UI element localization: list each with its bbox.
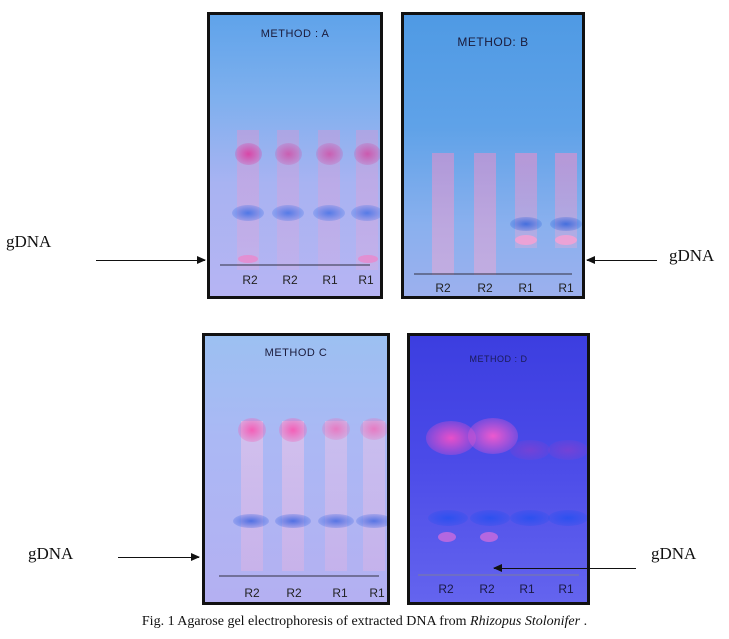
gdna-band <box>480 532 498 542</box>
lane-smear <box>555 153 577 248</box>
lane-smear <box>363 421 385 571</box>
blue-band <box>313 205 345 221</box>
caption-prefix: Fig. 1 Agarose gel electrophoresis of ex… <box>141 614 471 629</box>
pink-band <box>275 143 302 165</box>
pink-band <box>468 418 518 454</box>
lane-smear <box>432 153 454 275</box>
gdna-label-d: gDNA <box>651 544 697 563</box>
caption-suffix: . <box>580 614 588 629</box>
well-line <box>414 273 572 275</box>
figure-caption: Fig. 1 Agarose gel electrophoresis of ex… <box>0 614 729 630</box>
gdna-band <box>358 255 378 263</box>
blue-band <box>428 510 468 526</box>
well-line <box>220 264 370 266</box>
blue-band <box>233 514 269 528</box>
pink-band <box>238 418 266 442</box>
lane-label: R1 <box>322 273 338 287</box>
purple-band <box>510 440 550 460</box>
pink-band <box>322 418 350 440</box>
gel-method-c: METHOD C R2 R2 R1 R1 <box>202 333 390 605</box>
lane-smear <box>237 130 259 270</box>
blue-band <box>550 217 582 231</box>
arrow-to-gel-a <box>96 256 206 264</box>
blue-band <box>318 514 354 528</box>
pink-band <box>360 418 387 440</box>
blue-band <box>272 205 304 221</box>
purple-band <box>548 440 587 460</box>
lane-label: R1 <box>558 582 574 596</box>
pink-band <box>235 143 262 165</box>
arrow-to-gel-d <box>493 564 636 572</box>
lane-smear <box>277 130 299 270</box>
lane-label: R1 <box>332 586 348 600</box>
gel-title: METHOD: B <box>457 35 529 49</box>
blue-band <box>351 205 380 221</box>
well-line <box>418 574 579 576</box>
lane-label: R2 <box>244 586 260 600</box>
lane-label: R1 <box>358 273 374 287</box>
gel-title: METHOD : A <box>260 28 330 40</box>
blue-band <box>548 510 587 526</box>
blue-band <box>470 510 510 526</box>
blue-band <box>275 514 311 528</box>
gdna-band <box>515 235 537 245</box>
lane-smear <box>325 421 347 571</box>
arrow-to-gel-c <box>118 553 200 561</box>
blue-band <box>232 205 264 221</box>
gdna-band <box>438 532 456 542</box>
lane-label: R1 <box>518 281 534 295</box>
lane-label: R2 <box>286 586 302 600</box>
pink-band <box>279 418 307 442</box>
lane-smear <box>241 421 263 571</box>
lane-label: R2 <box>477 281 493 295</box>
caption-organism: Rhizopus Stolonifer <box>470 614 581 629</box>
gel-title: METHOD : D <box>469 354 528 364</box>
lane-label: R1 <box>519 582 535 596</box>
gdna-label-c: gDNA <box>28 544 74 563</box>
lane-smear <box>515 153 537 248</box>
well-line <box>219 575 379 577</box>
blue-band <box>356 514 387 528</box>
lane-label: R2 <box>242 273 258 287</box>
lane-smear <box>356 130 378 270</box>
gel-method-b: METHOD: B R2 R2 R1 R1 <box>401 12 585 299</box>
pink-band <box>316 143 343 165</box>
lane-smear <box>318 130 340 270</box>
lane-label: R1 <box>369 586 385 600</box>
lane-smear <box>282 421 304 571</box>
arrow-to-gel-b <box>586 256 657 264</box>
lane-label: R2 <box>435 281 451 295</box>
blue-band <box>510 217 542 231</box>
lane-label: R2 <box>479 582 495 596</box>
lane-label: R1 <box>558 281 574 295</box>
lane-label: R2 <box>438 582 454 596</box>
lane-smear <box>474 153 496 275</box>
gel-method-d: METHOD : D R2 R2 R1 R1 <box>407 333 590 605</box>
blue-band <box>510 510 550 526</box>
gdna-band <box>555 235 577 245</box>
gdna-label-a: gDNA <box>6 232 52 251</box>
gel-method-a: METHOD : A R2 R2 R1 R1 <box>207 12 383 299</box>
lane-label: R2 <box>282 273 298 287</box>
pink-band <box>354 143 380 165</box>
gdna-band <box>238 255 258 263</box>
gel-title: METHOD C <box>264 347 328 359</box>
pink-band <box>426 421 476 455</box>
gdna-label-b: gDNA <box>669 246 715 265</box>
